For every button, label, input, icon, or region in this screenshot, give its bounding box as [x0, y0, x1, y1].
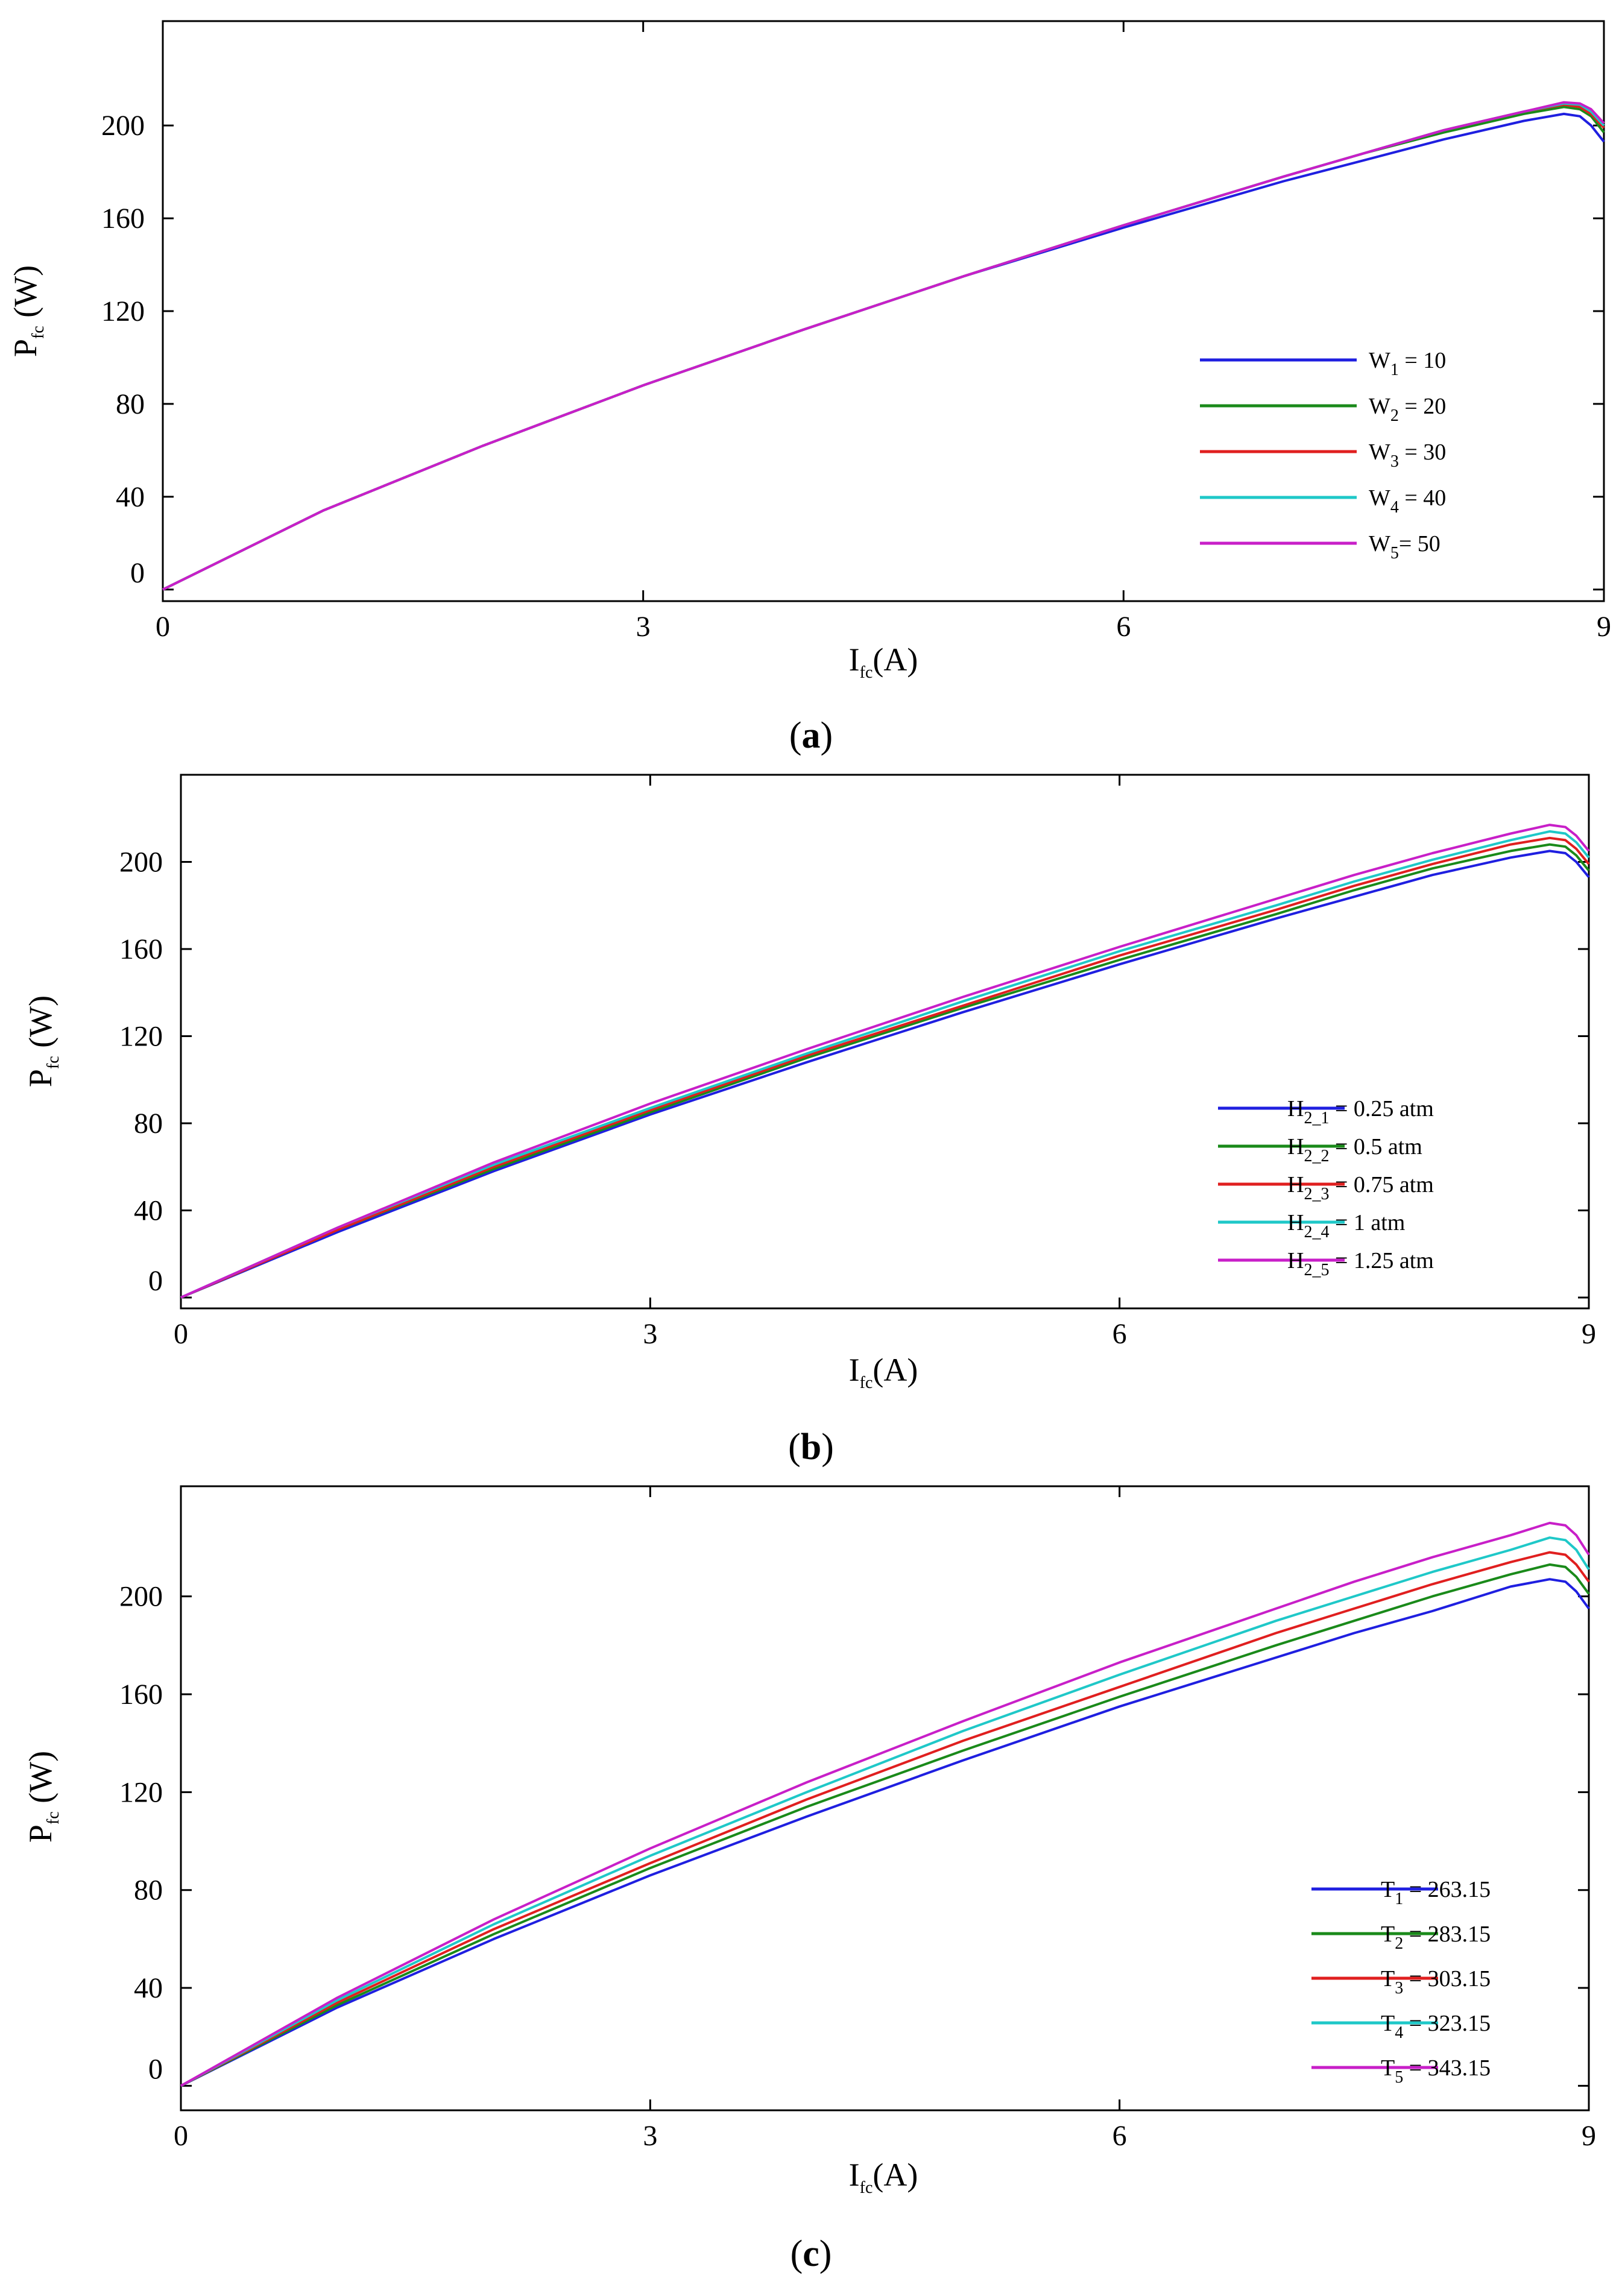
x-tick-label: 3: [643, 2120, 657, 2152]
legend-label-4: H2_4 = 1 atm: [1287, 1210, 1405, 1241]
y-tick-label: 200: [119, 846, 163, 878]
legend: T1 = 263.15 T2 = 283.15 T3 = 303.15 T4 = 32…: [1311, 1877, 1491, 2087]
y-tick-label: 80: [116, 388, 145, 420]
legend-label-1: T1 = 263.15: [1381, 1877, 1491, 1908]
series-line-5: [180, 824, 1590, 1299]
plot-frame: [180, 774, 1590, 1310]
y-tick-label: 160: [119, 933, 163, 965]
panel-label: (c): [790, 2233, 832, 2274]
x-tick-label: 6: [1112, 1318, 1127, 1350]
chart-panel-c: 0 3 6 9 0 40 80 120 160 200 T1 = 263.15 T2 = 283.15…: [22, 1485, 1596, 2274]
x-tick-label: 9: [1582, 2120, 1596, 2152]
series-line-2: [180, 1563, 1590, 2087]
x-tick-label: 9: [1582, 1318, 1596, 1350]
x-tick-label: 0: [156, 611, 170, 643]
y-tick-label: 0: [130, 557, 145, 589]
series-line-1: [180, 1578, 1590, 2087]
y-tick-label: 160: [101, 203, 145, 235]
y-tick-label: 40: [134, 1194, 163, 1226]
legend-label-1: W1 = 10: [1369, 348, 1446, 379]
y-tick-label: 160: [119, 1679, 163, 1711]
x-tick-label: 6: [1116, 611, 1131, 643]
x-tick-label: 0: [174, 1318, 188, 1350]
legend: W1 = 10 W2 = 20 W3 = 30 W4 = 40 W5= 50: [1200, 348, 1446, 563]
legend-label-5: W5= 50: [1369, 531, 1441, 563]
series-line-4: [162, 102, 1605, 591]
x-tick-label: 3: [636, 611, 651, 643]
y-axis-label: Pfc (W): [7, 265, 48, 357]
y-axis-label: Pfc (W): [22, 995, 63, 1087]
legend: H2_1 = 0.25 atm H2_2 = 0.5 atm H2_3 = 0.75…: [1218, 1096, 1434, 1279]
series-line-5: [162, 101, 1605, 591]
x-tick-label: 9: [1597, 611, 1611, 643]
y-tick-label: 200: [101, 110, 145, 142]
chart-panel-b: 0 3 6 9 0 40 80 120 160 200 H2_1 = 0.25 atm H2_2 = …: [22, 774, 1596, 1468]
x-axis-label: Ifc(A): [849, 1352, 918, 1392]
legend-label-3: W3 = 30: [1369, 440, 1446, 471]
x-tick-label: 0: [174, 2120, 188, 2152]
series-line-4: [180, 1536, 1590, 2087]
legend-label-5: H2_5 = 1.25 atm: [1287, 1248, 1434, 1279]
legend-label-2: W2 = 20: [1369, 394, 1446, 425]
legend-label-1: H2_1 = 0.25 atm: [1287, 1096, 1434, 1128]
y-tick-label: 40: [134, 1972, 163, 2004]
legend-label-2: T2 = 283.15: [1381, 1922, 1491, 1953]
legend-label-4: W4 = 40: [1369, 485, 1446, 517]
legend-label-2: H2_2 = 0.5 atm: [1287, 1134, 1422, 1165]
legend-label-3: T3 = 303.15: [1381, 1966, 1491, 1998]
series-line-3: [180, 836, 1590, 1299]
series-line-3: [180, 1551, 1590, 2087]
legend-label-4: T4 = 323.15: [1381, 2011, 1491, 2042]
panel-label: (a): [789, 715, 833, 756]
y-tick-label: 40: [116, 481, 145, 513]
y-tick-label: 0: [148, 2053, 163, 2085]
plot-frame: [180, 1485, 1590, 2112]
series-line-1: [180, 850, 1590, 1299]
y-tick-label: 80: [134, 1108, 163, 1140]
series-line-5: [180, 1521, 1590, 2087]
x-tick-label: 6: [1112, 2120, 1127, 2152]
legend-label-3: H2_3 = 0.75 atm: [1287, 1172, 1434, 1203]
series-line-4: [180, 830, 1590, 1299]
y-tick-label: 0: [148, 1265, 163, 1297]
y-tick-label: 120: [101, 295, 145, 327]
x-tick-label: 3: [643, 1318, 657, 1350]
y-axis-label: Pfc (W): [22, 1751, 63, 1843]
series-line-2: [180, 843, 1590, 1299]
y-tick-label: 80: [134, 1875, 163, 1906]
plot-frame: [162, 20, 1605, 602]
x-axis-label: Ifc(A): [849, 642, 918, 682]
panel-label: (b): [788, 1427, 834, 1468]
y-tick-label: 120: [119, 1020, 163, 1052]
y-tick-label: 200: [119, 1581, 163, 1613]
y-tick-label: 120: [119, 1776, 163, 1808]
series-line-3: [162, 103, 1605, 591]
legend-label-5: T5 = 343.15: [1381, 2055, 1491, 2087]
x-axis-label: Ifc(A): [849, 2157, 918, 2197]
